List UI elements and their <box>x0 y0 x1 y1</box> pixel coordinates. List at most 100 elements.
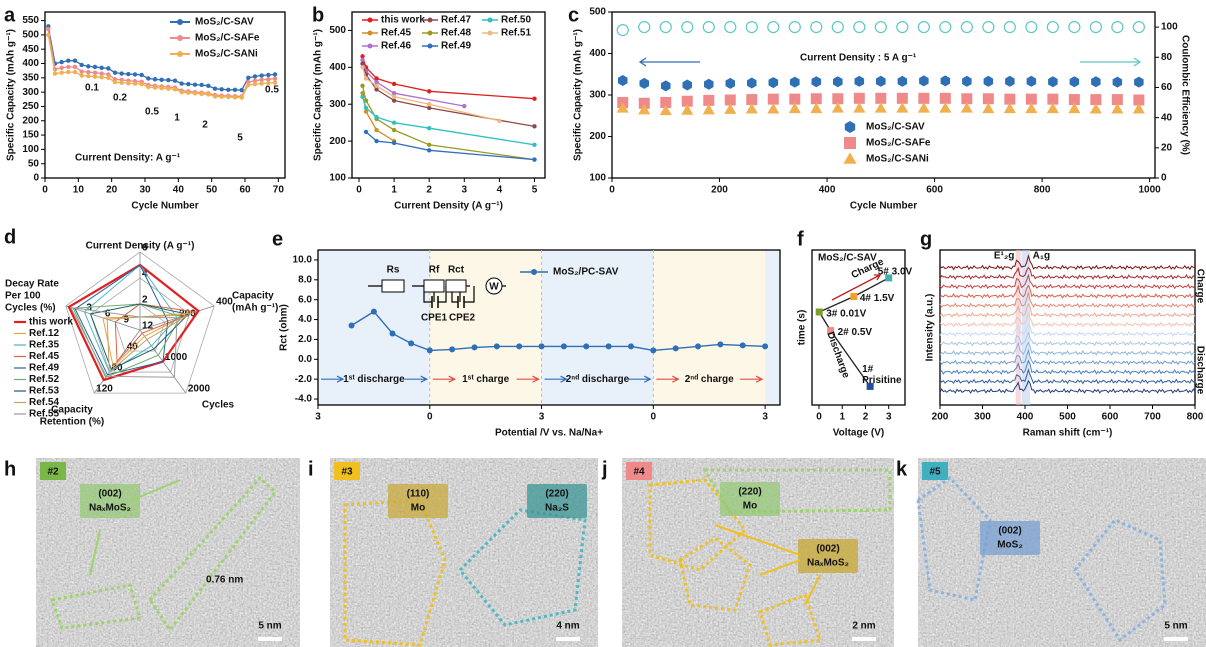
marker <box>46 27 50 31</box>
marker <box>59 70 63 74</box>
x-tick-label: 800 <box>1034 185 1051 196</box>
legend-marker <box>531 269 537 275</box>
marker <box>532 157 536 161</box>
region-label: NaₓMoS₂ <box>807 558 849 569</box>
marker <box>811 22 822 33</box>
point-label: 5# 3.0V <box>878 267 913 278</box>
x-axis-label: Potential /V vs. Na/Na+ <box>495 428 603 439</box>
marker <box>371 309 377 315</box>
legend-label: this work <box>381 15 425 26</box>
marker <box>392 128 396 132</box>
region-label: MoS₂ <box>997 540 1023 551</box>
panel-letter: d <box>4 226 16 248</box>
region-label: (002) <box>816 544 839 555</box>
x-tick-label: 20 <box>106 185 118 196</box>
y-tick-label: 200 <box>329 136 346 147</box>
legend-marker <box>177 51 183 57</box>
marker <box>1090 22 1101 33</box>
marker <box>173 87 177 91</box>
x-axis-label: Cycle Number <box>850 201 917 212</box>
marker <box>186 82 190 86</box>
legend-label: Ref.54 <box>29 397 59 408</box>
marker <box>650 347 656 353</box>
marker <box>703 22 714 33</box>
marker <box>897 93 908 104</box>
stage-label: 1ˢᵗ charge <box>462 374 509 385</box>
annotation: A₁g <box>1033 251 1050 262</box>
region-label: (002) <box>998 526 1021 537</box>
x-tick-label: 200 <box>711 185 728 196</box>
marker <box>941 75 951 86</box>
x-tick-label: 0 <box>609 185 615 196</box>
y2-tick-label: 60 <box>1161 82 1173 93</box>
annotation: 0.1 <box>85 83 99 94</box>
marker <box>725 22 736 33</box>
legend-label: MoS₂/C-SANi <box>195 49 258 60</box>
marker <box>66 70 70 74</box>
marker <box>99 75 103 79</box>
scale-bar <box>1164 637 1188 641</box>
legend-marker <box>368 31 373 36</box>
marker <box>516 343 522 349</box>
marker <box>617 25 628 36</box>
y-tick-label: -4.0 <box>295 394 313 405</box>
radar-tick-label: 120 <box>96 384 113 395</box>
y-tick-label: 500 <box>329 25 346 36</box>
marker <box>768 22 779 33</box>
marker <box>93 70 97 74</box>
marker <box>462 104 466 108</box>
tag: #2 <box>47 467 59 478</box>
annotation: 0.2 <box>113 93 127 104</box>
marker <box>940 22 951 33</box>
legend-label: Ref.47 <box>441 15 471 26</box>
marker <box>1113 77 1123 88</box>
marker <box>126 72 130 76</box>
stage-label: 1ˢᵗ discharge <box>343 374 405 385</box>
x-tick-label: 3 <box>539 412 545 423</box>
resistor <box>446 280 466 292</box>
marker <box>166 78 170 82</box>
marker <box>364 130 368 134</box>
marker <box>833 76 843 87</box>
panel-letter: j <box>601 458 608 480</box>
y-tick-label: 0 <box>33 173 39 184</box>
scale-bar <box>556 637 580 641</box>
legend-label: MoS₂/C-SAV <box>866 122 925 133</box>
marker <box>427 89 431 93</box>
annotation: 2 <box>202 120 208 131</box>
annotation: Discharge <box>1194 346 1205 395</box>
radar-tick-label: 40 <box>127 342 139 353</box>
figure: a010203040506070050100150200250300350400… <box>0 0 1206 647</box>
y-tick-label: 400 <box>589 48 606 59</box>
point-label: 3# 0.01V <box>826 309 866 320</box>
marker <box>133 81 137 85</box>
marker <box>133 72 137 76</box>
y-tick-label: 200 <box>22 115 39 126</box>
x-axis-label: Cycle Number <box>131 201 198 212</box>
marker <box>660 22 671 33</box>
marker <box>427 347 433 353</box>
legend-label: Ref.53 <box>29 386 59 397</box>
x-tick-label: 5 <box>532 185 538 196</box>
marker <box>1133 22 1144 33</box>
marker <box>532 143 536 147</box>
y-tick-label: 250 <box>22 101 39 112</box>
marker <box>126 81 130 85</box>
circuit-label: Rs <box>387 265 400 276</box>
marker <box>918 93 929 104</box>
legend-marker <box>368 44 373 49</box>
legend-label: MoS₂/C-SAV <box>195 17 254 28</box>
legend-label: Ref.52 <box>29 374 59 385</box>
legend-label: Ref.48 <box>441 28 471 39</box>
marker <box>449 346 455 352</box>
marker <box>427 102 431 106</box>
y2-tick-label: 40 <box>1161 112 1173 123</box>
x-axis-label: Raman shift (cm⁻¹) <box>1023 428 1113 439</box>
annotation: 5 <box>237 133 243 144</box>
marker <box>360 95 364 99</box>
x-tick-label: 600 <box>926 185 943 196</box>
y-tick-label: 50 <box>28 158 40 169</box>
marker <box>1005 76 1015 87</box>
legend-label: Ref.12 <box>29 328 59 339</box>
marker <box>1069 22 1080 33</box>
